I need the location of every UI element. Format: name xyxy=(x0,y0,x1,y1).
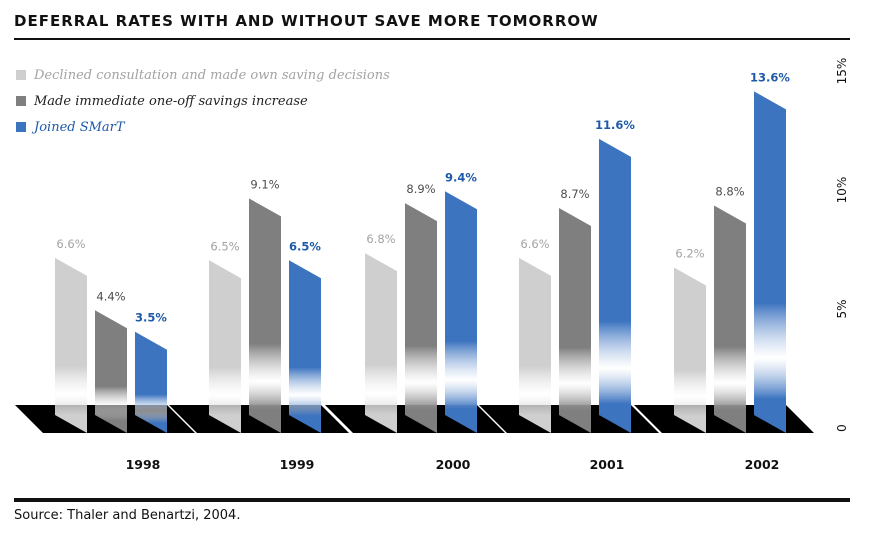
legend-item-smart: Joined SMarT xyxy=(16,114,390,140)
y-tick-label-0: 0 xyxy=(835,424,849,432)
legend-item-immediate: Made immediate one-off savings increase xyxy=(16,88,390,114)
bar-smart-1998 xyxy=(135,331,167,433)
bar-immediate-1999 xyxy=(249,198,281,433)
legend-label-immediate: Made immediate one-off savings increase xyxy=(34,93,308,109)
data-label-smart-1999: 6.5% xyxy=(289,239,321,253)
data-label-smart-1998: 3.5% xyxy=(135,311,167,325)
x-tick-label-2002: 2002 xyxy=(745,457,780,472)
data-label-immediate-1998: 4.4% xyxy=(96,289,125,303)
y-tick-label-5: 5% xyxy=(835,299,849,318)
data-label-declined-1999: 6.5% xyxy=(210,239,239,253)
x-tick-label-2000: 2000 xyxy=(436,457,471,472)
legend-swatch-declined xyxy=(16,70,26,80)
data-label-immediate-1999: 9.1% xyxy=(250,177,279,191)
bar-declined-1998 xyxy=(55,257,87,433)
data-label-smart-2002: 13.6% xyxy=(750,70,790,84)
bar-smart-2002 xyxy=(754,91,786,433)
legend-swatch-immediate xyxy=(16,96,26,106)
legend-label-declined: Declined consultation and made own savin… xyxy=(34,67,390,83)
x-tick-label-2001: 2001 xyxy=(590,457,625,472)
data-label-declined-2001: 6.6% xyxy=(520,237,549,251)
bar-immediate-2000 xyxy=(405,203,437,433)
bar-smart-2001 xyxy=(599,138,631,434)
data-label-smart-2001: 11.6% xyxy=(595,118,635,132)
x-tick-label-1999: 1999 xyxy=(280,457,315,472)
data-label-immediate-2001: 8.7% xyxy=(560,187,589,201)
data-label-declined-1998: 6.6% xyxy=(56,237,85,251)
legend-label-smart: Joined SMarT xyxy=(34,119,125,135)
legend: Declined consultation and made own savin… xyxy=(16,62,390,140)
y-tick-label-15: 15% xyxy=(835,58,849,85)
bar-smart-2000 xyxy=(445,191,477,433)
bar-immediate-1998 xyxy=(95,310,127,433)
bar-immediate-2001 xyxy=(559,207,591,433)
data-label-declined-2002: 6.2% xyxy=(675,246,704,260)
y-tick-label-10: 10% xyxy=(835,177,849,204)
source-note: Source: Thaler and Benartzi, 2004. xyxy=(14,508,241,523)
legend-swatch-smart xyxy=(16,122,26,132)
bar-declined-1999 xyxy=(209,260,241,433)
bar-immediate-2002 xyxy=(714,205,746,433)
x-tick-label-1998: 1998 xyxy=(126,457,161,472)
legend-item-declined: Declined consultation and made own savin… xyxy=(16,62,390,88)
data-label-immediate-2000: 8.9% xyxy=(406,182,435,196)
data-label-smart-2000: 9.4% xyxy=(445,170,477,184)
bar-declined-2002 xyxy=(674,267,706,433)
title-rule xyxy=(14,38,850,40)
chart-title: DEFERRAL RATES WITH AND WITHOUT SAVE MOR… xyxy=(14,12,599,30)
bar-smart-1999 xyxy=(289,260,321,433)
bar-declined-2000 xyxy=(365,253,397,433)
data-label-declined-2000: 6.8% xyxy=(366,232,395,246)
footer-rule xyxy=(14,498,850,502)
bar-declined-2001 xyxy=(519,257,551,433)
data-label-immediate-2002: 8.8% xyxy=(715,185,744,199)
